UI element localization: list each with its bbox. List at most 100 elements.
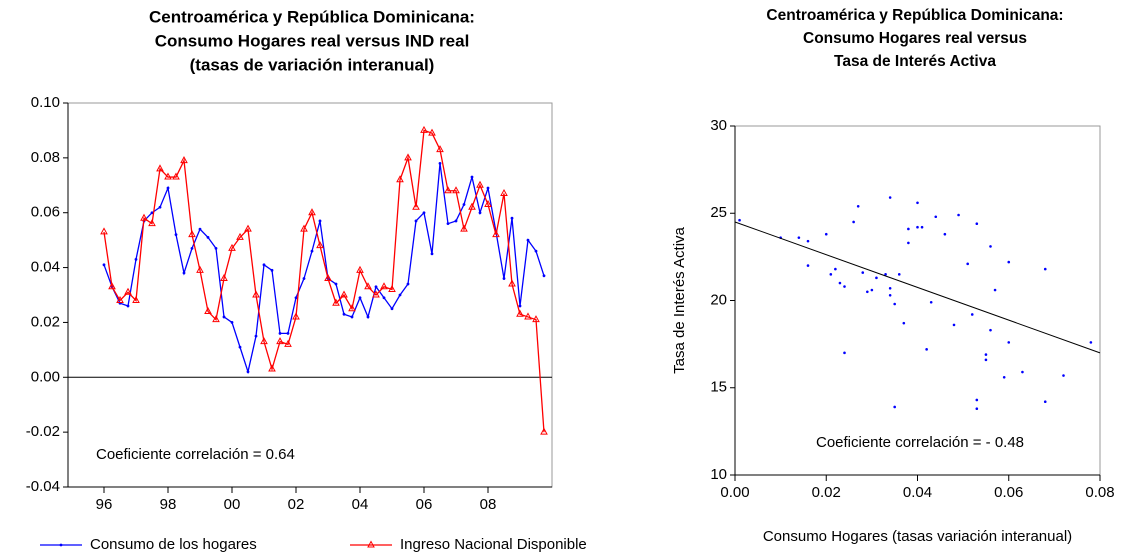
point <box>484 199 492 207</box>
annotation: Coeficiente correlación = - 0.48 <box>816 434 1024 451</box>
point <box>470 175 474 179</box>
point <box>888 286 892 290</box>
point <box>934 215 938 219</box>
point <box>340 290 348 298</box>
point <box>404 153 412 161</box>
point <box>428 128 436 136</box>
y-tick-label: -0.02 <box>26 423 60 440</box>
chart-title: Consumo Hogares real versus <box>803 30 1027 47</box>
point <box>542 274 546 278</box>
point <box>262 263 266 267</box>
point <box>500 188 508 197</box>
point <box>893 302 896 306</box>
point <box>308 208 316 216</box>
point <box>970 313 974 316</box>
point <box>164 172 172 180</box>
point <box>1021 370 1024 374</box>
point <box>342 312 346 316</box>
point <box>220 273 228 282</box>
chart-title: Consumo Hogares real versus IND real <box>155 31 470 50</box>
point <box>446 222 450 226</box>
y-tick-label: 0.00 <box>31 368 60 385</box>
point <box>182 271 186 275</box>
point <box>406 282 410 286</box>
point <box>174 233 178 237</box>
y-tick-label: 15 <box>710 379 727 396</box>
point <box>518 304 522 308</box>
x-tick-label: 0.06 <box>994 484 1023 501</box>
point <box>300 224 308 232</box>
plot-frame <box>734 125 1101 476</box>
point <box>254 334 258 338</box>
point <box>824 232 828 236</box>
point <box>366 315 370 319</box>
point <box>1002 375 1006 379</box>
point <box>843 351 846 355</box>
point <box>478 211 482 215</box>
point <box>222 315 226 319</box>
chart-title: Tasa de Interés Activa <box>834 53 996 70</box>
x-tick-label: 02 <box>288 496 305 513</box>
fit-line <box>734 221 1101 354</box>
point <box>468 202 476 210</box>
point <box>108 282 116 290</box>
y-tick-label: 0.06 <box>31 204 60 221</box>
point <box>738 218 741 222</box>
point <box>134 257 138 261</box>
y-tick-label: 10 <box>710 466 727 483</box>
point <box>278 332 282 335</box>
point <box>916 225 919 229</box>
point <box>1043 267 1047 271</box>
point <box>1089 341 1093 344</box>
point <box>388 284 396 293</box>
point <box>838 281 842 285</box>
point <box>957 213 960 217</box>
x-tick-label: 04 <box>352 496 369 513</box>
point <box>198 227 202 231</box>
point <box>532 315 540 323</box>
series-line <box>103 129 545 433</box>
point <box>150 211 154 215</box>
point <box>526 238 530 242</box>
point <box>158 205 162 209</box>
chart-title: Centroamérica y República Dominicana: <box>766 7 1063 24</box>
point <box>1043 400 1047 404</box>
point <box>1062 374 1065 377</box>
point <box>1007 260 1011 264</box>
y-axis-label: Tasa de Interés Activa <box>671 226 688 373</box>
point <box>875 276 878 280</box>
point <box>806 239 810 243</box>
point <box>334 282 338 286</box>
point <box>356 265 364 273</box>
x-tick-label: 0.04 <box>903 484 932 501</box>
y-tick-label: 20 <box>710 291 727 308</box>
point <box>396 175 404 183</box>
point <box>276 337 284 345</box>
point <box>390 307 394 311</box>
y-tick-label: 0.08 <box>31 149 60 166</box>
point <box>540 427 548 435</box>
point <box>244 224 252 232</box>
chart-title: Centroamérica y República Dominicana: <box>149 7 475 26</box>
point <box>422 211 426 215</box>
point <box>380 282 388 290</box>
point <box>214 246 218 250</box>
point <box>350 315 354 319</box>
point <box>268 364 276 372</box>
point <box>412 202 420 210</box>
point <box>984 358 988 362</box>
point <box>993 288 997 292</box>
point <box>925 348 928 351</box>
point <box>866 290 869 294</box>
point <box>975 407 979 410</box>
point <box>843 285 846 288</box>
point <box>829 273 833 276</box>
point <box>284 339 292 347</box>
point <box>270 268 274 272</box>
point <box>462 203 466 206</box>
point <box>420 125 428 133</box>
point <box>486 186 490 190</box>
point <box>124 287 132 295</box>
point <box>516 309 524 317</box>
point <box>212 315 220 323</box>
